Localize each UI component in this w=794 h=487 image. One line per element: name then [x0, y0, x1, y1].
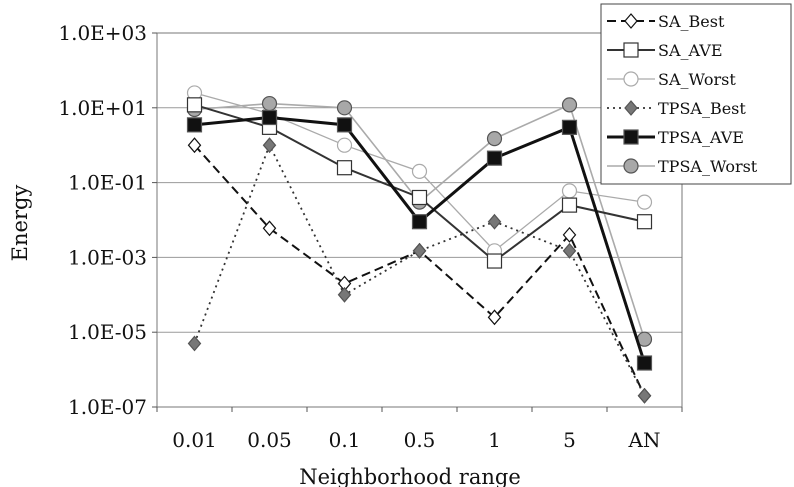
- x-axis-title: Neighborhood range: [299, 465, 521, 487]
- y-tick-label: 1.0E+03: [58, 21, 147, 45]
- data-point: [623, 71, 639, 87]
- data-point: [624, 100, 638, 116]
- y-tick-label: 1.0E-07: [68, 395, 147, 419]
- x-tick-label: 0.05: [247, 428, 292, 452]
- data-point: [486, 131, 503, 147]
- x-tick-label: AN: [628, 428, 661, 452]
- data-point: [411, 163, 428, 179]
- legend-label: SA_Best: [658, 12, 725, 31]
- data-point: [187, 137, 202, 154]
- data-point: [487, 309, 502, 326]
- y-tick-label: 1.0E-03: [68, 245, 147, 269]
- x-tick-label: 0.5: [404, 428, 436, 452]
- data-point: [336, 117, 353, 133]
- legend-item: TPSA_AVE: [607, 128, 744, 147]
- data-point: [562, 226, 577, 243]
- legend-item: SA_AVE: [607, 41, 723, 60]
- y-tick-label: 1.0E-05: [68, 320, 147, 344]
- plot-area: [156, 32, 683, 408]
- data-point: [262, 220, 277, 237]
- legend-label: SA_AVE: [658, 41, 723, 60]
- data-point: [262, 137, 277, 154]
- data-point: [336, 100, 353, 116]
- y-tick-label: 1.0E+01: [58, 96, 147, 120]
- data-point: [561, 183, 578, 199]
- data-point: [636, 214, 653, 230]
- series-tpsa-ave: [186, 109, 653, 371]
- data-point: [623, 42, 639, 58]
- data-point: [411, 214, 428, 230]
- data-point: [486, 150, 503, 166]
- data-point: [636, 355, 653, 371]
- data-point: [336, 137, 353, 153]
- legend-box: [600, 3, 792, 185]
- series-sa-ave: [186, 97, 653, 269]
- series-line: [194, 116, 646, 364]
- legend: SA_Best SA_AVE SA_Worst TPSA_Best TPSA_AVE TP…: [600, 3, 792, 185]
- series-tpsa-best: [187, 137, 652, 404]
- legend-label: TPSA_AVE: [658, 128, 744, 147]
- data-point: [186, 97, 203, 113]
- x-tick-label: 1: [488, 428, 501, 452]
- x-tick-label: 5: [563, 428, 576, 452]
- data-point: [336, 160, 353, 176]
- data-point: [636, 194, 653, 210]
- data-point: [623, 158, 639, 174]
- data-point: [187, 335, 202, 352]
- data-point: [487, 213, 502, 230]
- data-point: [561, 119, 578, 135]
- y-tick-label: 1.0E-01: [68, 171, 147, 195]
- x-tick-label: 0.01: [172, 428, 217, 452]
- series-group: [186, 85, 653, 404]
- y-axis-ticks: 1.0E-07 1.0E-05 1.0E-03 1.0E-01 1.0E+01 1.0E+…: [58, 21, 157, 419]
- data-point: [562, 242, 577, 259]
- legend-label: TPSA_Worst: [658, 157, 758, 176]
- data-point: [261, 109, 278, 126]
- data-point: [486, 253, 503, 269]
- data-point: [623, 129, 639, 145]
- legend-item: SA_Best: [607, 12, 725, 31]
- data-point: [412, 242, 427, 259]
- data-point: [561, 97, 578, 113]
- series-sa-worst: [186, 85, 653, 259]
- legend-item: TPSA_Worst: [607, 157, 758, 176]
- data-point: [411, 189, 428, 206]
- legend-item: TPSA_Best: [607, 99, 746, 118]
- data-point: [261, 95, 278, 112]
- grid: [157, 107, 682, 333]
- legend-item: SA_Worst: [607, 70, 736, 89]
- data-point: [624, 13, 638, 29]
- data-point: [337, 286, 352, 303]
- data-point: [186, 117, 203, 133]
- x-axis-ticks: 0.01 0.05 0.1 0.5 1 5 AN: [156, 407, 683, 452]
- legend-label: TPSA_Best: [658, 99, 746, 118]
- y-axis-title: Energy: [8, 185, 32, 262]
- data-point: [561, 197, 578, 213]
- x-tick-label: 0.1: [329, 428, 361, 452]
- legend-label: SA_Worst: [658, 70, 736, 89]
- data-point: [637, 387, 652, 404]
